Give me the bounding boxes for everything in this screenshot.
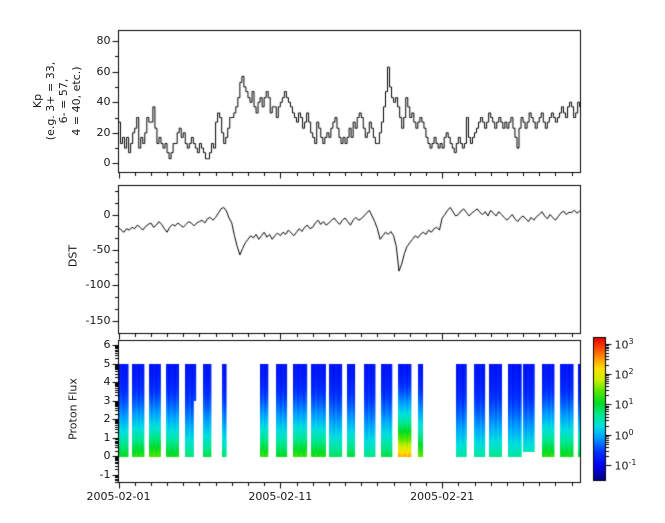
proton-flux-ytick-label: -1 xyxy=(99,467,111,481)
kp-axis-label-line3: 6- = 57, xyxy=(57,78,70,124)
kp-plot-area xyxy=(118,30,581,172)
proton-flux-ytick-label: 6 xyxy=(103,338,111,352)
colorbar-tick-label: 100 xyxy=(614,427,634,443)
kp-axis-label-line1: Kp xyxy=(31,93,44,109)
x-date-label: 2005-02-21 xyxy=(410,490,475,503)
colorbar-tick-label: 101 xyxy=(614,397,634,413)
dst-ytick-label: -150 xyxy=(85,313,111,327)
kp-ytick-label: 0 xyxy=(103,156,111,170)
dst-ytick-label: -50 xyxy=(92,242,111,256)
colorbar-tick-label: 103 xyxy=(614,336,634,352)
x-date-label: 2005-02-01 xyxy=(86,490,151,503)
kp-ytick-label: 40 xyxy=(96,95,111,109)
dst-ytick-label: 0 xyxy=(103,207,111,221)
colorbar-tick-label: 10-1 xyxy=(614,458,637,473)
proton-flux-ytick-label: 1 xyxy=(103,430,111,444)
proton-flux-ytick-label: 3 xyxy=(103,393,111,407)
kp-axis-label-line2: (e.g. 3+ = 33, xyxy=(44,61,57,141)
kp-ytick-label: 60 xyxy=(96,64,111,78)
proton-flux-ytick-label: 4 xyxy=(103,375,111,389)
dst-plot-area xyxy=(118,185,581,333)
proton-flux-plot-area xyxy=(118,340,581,482)
kp-ytick-label: 20 xyxy=(96,125,111,139)
colorbar xyxy=(593,337,606,481)
kp-ytick-label: 80 xyxy=(96,34,111,48)
proton-flux-ytick-label: 5 xyxy=(103,356,111,370)
x-date-label: 2005-02-11 xyxy=(248,490,313,503)
proton-flux-ytick-label: 0 xyxy=(103,449,111,463)
proton-flux-ytick-label: 2 xyxy=(103,412,111,426)
dst-ytick-label: -100 xyxy=(85,278,111,292)
colorbar-tick-label: 102 xyxy=(614,367,634,382)
